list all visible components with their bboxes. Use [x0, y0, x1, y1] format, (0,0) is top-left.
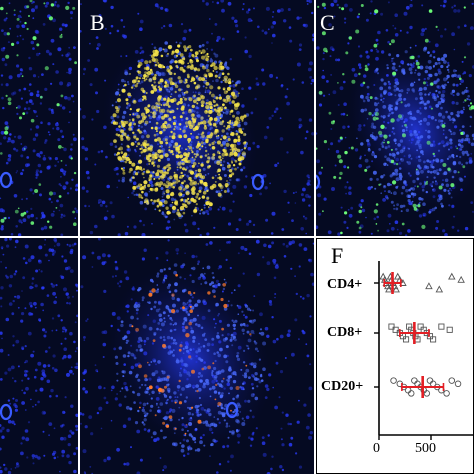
micrograph-panel-b: B [80, 0, 314, 236]
category-label-cd8: CD8+ [327, 325, 363, 340]
micrograph-panel-a [0, 0, 78, 236]
micrograph-panel-c: C [316, 0, 474, 236]
data-point [425, 282, 433, 290]
data-point [392, 285, 400, 293]
category-label-cd4: CD4+ [327, 277, 363, 292]
micrograph-d-image [0, 238, 78, 474]
data-point [454, 380, 462, 388]
data-point [417, 323, 424, 330]
data-point [426, 377, 434, 384]
data-point [388, 323, 395, 330]
data-point [414, 380, 421, 388]
data-point [392, 326, 399, 333]
data-point [435, 285, 444, 293]
micrograph-a-image [0, 0, 78, 236]
data-point [438, 323, 445, 330]
x-tick-label-0: 0 [373, 441, 380, 456]
panel-label-c: C [320, 10, 335, 35]
data-point [443, 390, 450, 397]
data-point [404, 386, 412, 394]
data-point [393, 272, 402, 280]
panel-label-f: F [331, 243, 344, 268]
category-label-cd20: CD20+ [321, 379, 364, 394]
data-point [430, 336, 437, 343]
micrograph-e-image [80, 238, 314, 474]
dot-plot-area [374, 261, 473, 440]
dot-plot-panel-f: F CD4+ CD8+ CD20+ 0 500 [316, 238, 474, 474]
data-point [402, 336, 410, 343]
data-point [411, 377, 418, 384]
micrograph-c-image [316, 0, 474, 236]
data-point [407, 390, 415, 397]
panel-label-b: B [90, 10, 105, 35]
micrograph-panel-d [0, 238, 78, 474]
data-point [423, 390, 431, 397]
data-point [399, 333, 406, 340]
data-point [390, 377, 397, 384]
data-point [448, 377, 456, 384]
data-point [420, 326, 427, 333]
micrograph-panel-e: E [80, 238, 314, 474]
data-point [448, 272, 456, 280]
x-tick-label-500: 500 [415, 441, 436, 456]
data-point [426, 333, 434, 340]
data-point [406, 323, 413, 330]
data-point [457, 275, 465, 283]
data-point [414, 336, 421, 343]
micrograph-b-image [80, 0, 314, 236]
data-point [446, 326, 453, 333]
data-point [385, 285, 393, 293]
